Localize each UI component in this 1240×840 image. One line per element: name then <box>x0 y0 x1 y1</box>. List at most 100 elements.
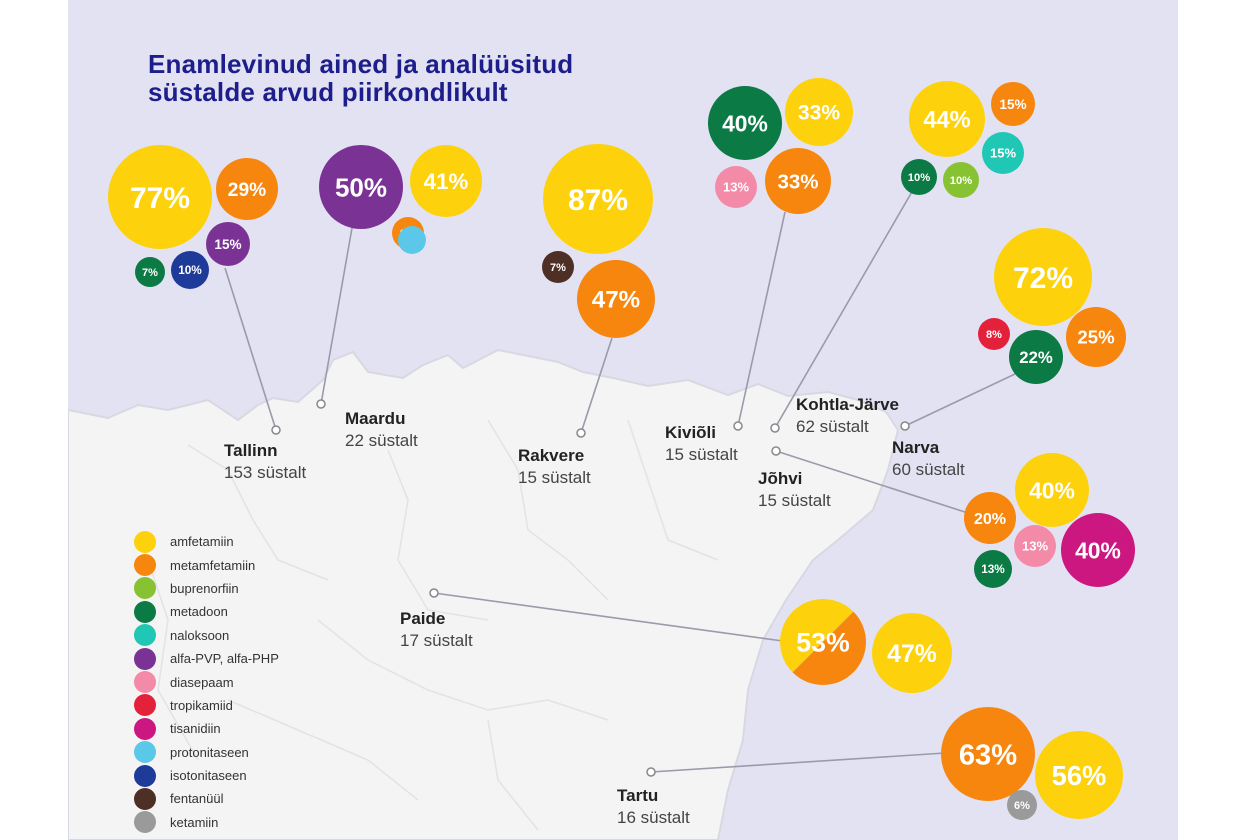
bubble-label: 40% <box>1029 477 1075 503</box>
bubble-protonitaseen <box>398 226 426 254</box>
legend-swatch <box>134 787 156 810</box>
bubble-label: 13% <box>723 180 749 195</box>
city-label-maardu: Maardu 22 süstalt <box>345 408 418 452</box>
city-label-paide: Paide 17 süstalt <box>400 608 473 652</box>
bubble-amfetamiin <box>872 613 952 693</box>
legend-label: protonitaseen <box>170 744 249 760</box>
legend-item: buprenorfiin <box>134 577 279 600</box>
bubble-label: 44% <box>923 107 970 133</box>
bubble-split <box>780 599 866 685</box>
city-label-tartu: Tartu 16 süstalt <box>617 785 690 829</box>
bubble-diasepaam <box>715 166 757 208</box>
legend-swatch <box>134 741 156 764</box>
legend-swatch <box>134 694 156 717</box>
leader-line <box>224 267 277 431</box>
city-group-rakvere: 87% 47% 7% <box>542 144 655 438</box>
map-title: Enamlevinud ained ja analüüsitud süstald… <box>148 50 573 106</box>
city-marker <box>770 423 780 433</box>
legend-label: metadoon <box>170 604 228 620</box>
bubble-label: 72% <box>1013 262 1073 295</box>
city-label-kivi-li: Kiviõli 15 süstalt <box>665 422 738 466</box>
city-name: Rakvere <box>518 446 585 465</box>
bubble-label: 40% <box>722 110 768 136</box>
syringe-count: 22 süstalt <box>345 431 418 450</box>
legend-label: tisanidiin <box>170 721 221 737</box>
leader-line <box>774 189 914 429</box>
bubble-label: 7% <box>142 267 158 279</box>
bubble-buprenorfiin <box>943 162 979 198</box>
legend: amfetamiin metamfetamiin buprenorfiin metad… <box>134 530 279 834</box>
bubble-metamfetamiin <box>577 260 655 338</box>
legend-swatch <box>134 600 156 623</box>
bubble-amfetamiin <box>1035 731 1123 819</box>
legend-swatch <box>134 671 156 694</box>
bubble-metamfetamiin <box>216 158 278 220</box>
city-group-j-hvi: 40% 40% 20% 13% 13% <box>771 446 1135 588</box>
legend-label: fentanüül <box>170 791 224 807</box>
leader-line <box>775 450 969 514</box>
city-label-kohtla-j-rve: Kohtla-Järve 62 süstalt <box>796 394 899 438</box>
legend-swatch <box>134 554 156 577</box>
bubble-metamfetamiin <box>991 82 1035 126</box>
bubble-label: 10% <box>950 175 972 187</box>
city-group-kivi-li: 40% 33% 33% 13% <box>708 78 853 431</box>
legend-swatch <box>134 647 156 670</box>
syringe-count: 153 süstalt <box>224 463 307 482</box>
city-group-narva: 72% 25% 22% 8% <box>900 228 1126 431</box>
syringe-count: 15 süstalt <box>665 445 738 464</box>
bubble-metamfetamiin <box>941 707 1035 801</box>
leader-line <box>320 227 353 405</box>
legend-swatch <box>134 577 156 600</box>
bubble-label: 10% <box>178 263 202 277</box>
city-group-tartu: 63% 56% 6% <box>646 707 1123 820</box>
bubble-amfetamiin <box>909 81 985 157</box>
legend-item: naloksoon <box>134 624 279 647</box>
city-name: Kiviõli <box>665 423 717 442</box>
syringe-count: 60 süstalt <box>892 460 965 479</box>
bubble-label: 7% <box>550 262 566 274</box>
city-group-kohtla-j-rve: 44% 15% 15% 10% 10% <box>770 81 1035 433</box>
syringe-count: 15 süstalt <box>758 491 831 510</box>
bubble-label: 47% <box>592 287 640 314</box>
bubble-label: 15% <box>990 146 1016 161</box>
bubble-tropikamiid <box>978 318 1010 350</box>
legend-label: buprenorfiin <box>170 580 239 596</box>
city-name: Maardu <box>345 409 406 428</box>
bubble-metadoon <box>974 550 1012 588</box>
bubble-label: 15% <box>999 97 1026 112</box>
syringe-count: 16 süstalt <box>617 808 690 827</box>
city-label-tallinn: Tallinn 153 süstalt <box>224 440 306 484</box>
land-area <box>68 348 900 840</box>
city-group-maardu: 50%41%9% <box>316 145 482 409</box>
legend-item: tisanidiin <box>134 717 279 740</box>
legend-label: tropikamiid <box>170 697 233 713</box>
city-marker <box>733 421 743 431</box>
bubble-label: 33% <box>777 170 818 193</box>
city-name: Tallinn <box>224 441 278 460</box>
bubble-label: 47% <box>887 641 937 668</box>
bubble-amfetamiin <box>1015 453 1089 527</box>
legend-item: metadoon <box>134 600 279 623</box>
legend-label: alfa-PVP, alfa-PHP <box>170 651 279 667</box>
syringe-count: 15 süstalt <box>518 468 591 487</box>
legend-swatch <box>134 811 156 834</box>
bubble-amfetamiin <box>994 228 1092 326</box>
city-name: Tartu <box>617 786 659 805</box>
bubble-metadoon <box>901 159 937 195</box>
legend-label: diasepaam <box>170 674 234 690</box>
bubble-label: 63% <box>959 739 1017 771</box>
bubble-label: 22% <box>1019 348 1053 367</box>
bubble-label: 25% <box>1077 327 1115 348</box>
city-name: Paide <box>400 609 446 628</box>
bubble-label: 77% <box>130 182 190 215</box>
bubble-isotonitaseen <box>171 251 209 289</box>
bubble-metamfetamiin <box>765 148 831 214</box>
bubble-label: 56% <box>1052 760 1107 791</box>
city-marker <box>271 425 281 435</box>
bubble-label: 8% <box>986 329 1002 341</box>
legend-item: ketamiin <box>134 811 279 834</box>
legend-item: tropikamiid <box>134 694 279 717</box>
city-marker <box>429 588 439 598</box>
county-borders <box>147 419 719 831</box>
bubble-label: 15% <box>214 237 241 252</box>
